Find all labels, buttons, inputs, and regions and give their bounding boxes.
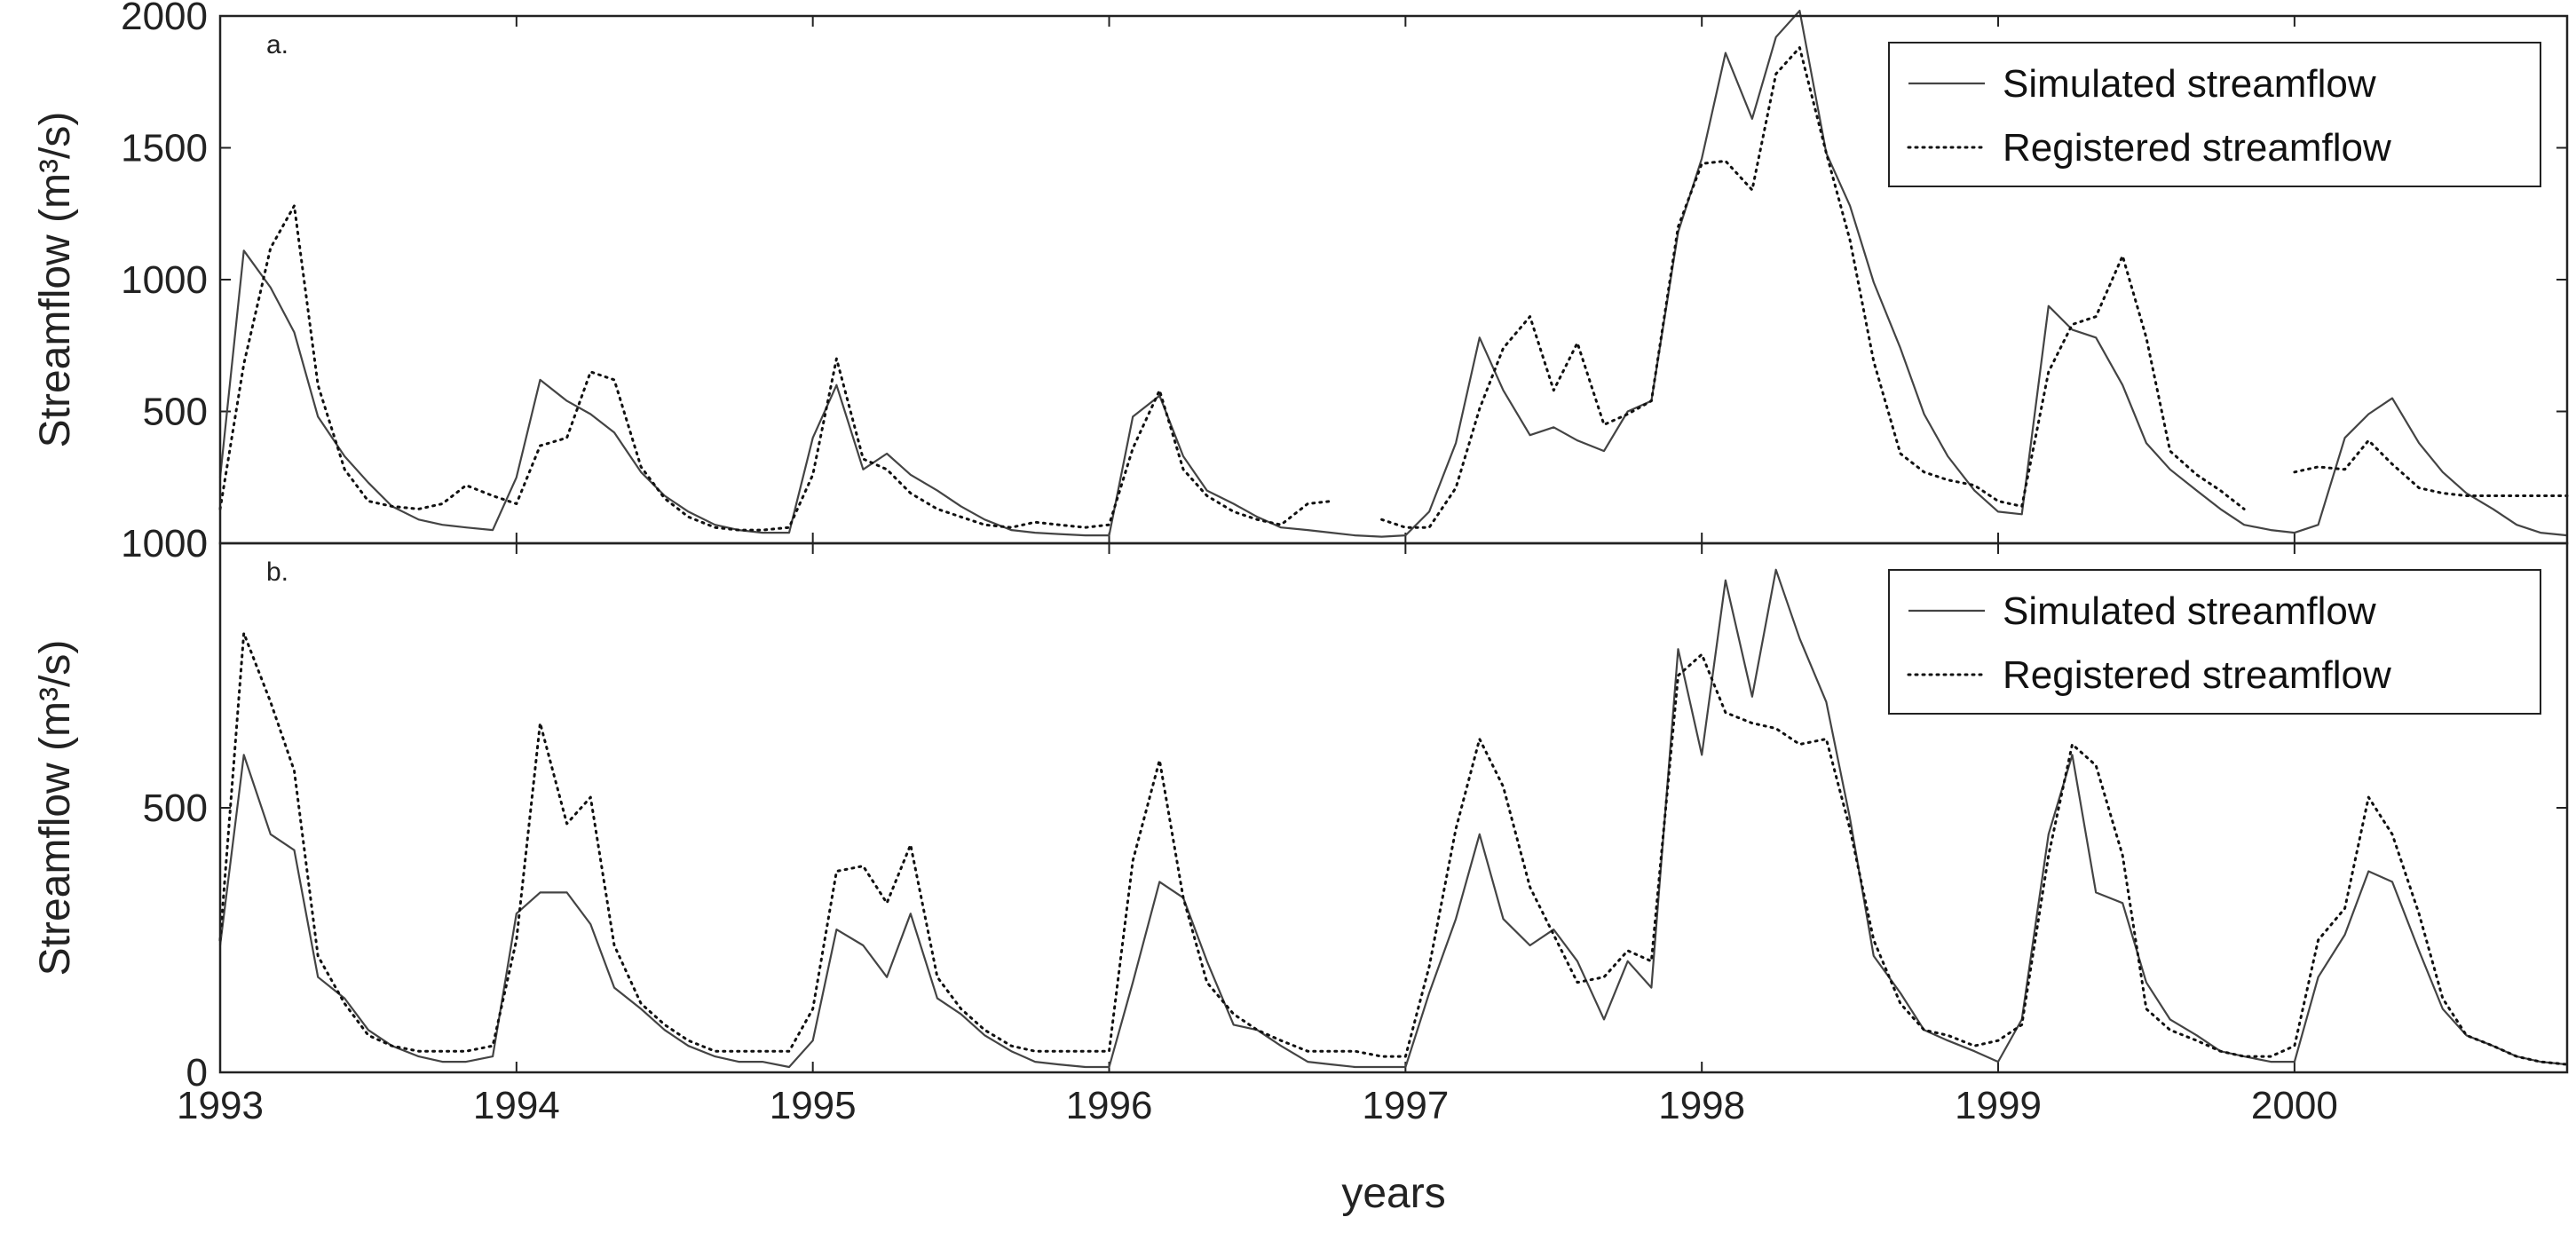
panel-b-label: b. — [266, 557, 288, 587]
panel-b: 0 500 1000 1993 1994 1995 1996 1997 1998 1999 2000… — [32, 522, 2569, 1217]
panel-a-legend-label-simulated: Simulated streamflow — [2003, 62, 2376, 106]
registered-streamflow-line — [218, 46, 2569, 532]
y-tick-label: 500 — [143, 391, 208, 434]
x-tick-label: 1999 — [1955, 1084, 2042, 1127]
y-tick-label: 1000 — [121, 522, 208, 565]
panel-a-ticks: 0 500 1000 1500 2000 — [121, 0, 2567, 565]
panel-a-series — [218, 10, 2569, 538]
panel-a-y-axis-label: Streamflow (m³/s) — [32, 112, 79, 448]
panel-a: 0 500 1000 1500 2000 a. Streamflow (m³/s) Si… — [32, 0, 2569, 565]
panel-b-legend-label-simulated: Simulated streamflow — [2003, 589, 2376, 633]
y-tick-label: 2000 — [121, 0, 208, 38]
panel-a-legend-box — [1888, 42, 2541, 187]
panel-a-legend: Simulated streamflow Registered streamfl… — [1888, 42, 2541, 187]
panel-b-frame — [218, 541, 2569, 1074]
x-tick-label: 1997 — [1362, 1084, 1449, 1127]
panel-b-y-axis-label: Streamflow (m³/s) — [32, 640, 79, 976]
registered-streamflow-line — [218, 631, 2569, 1066]
x-tick-label: 1995 — [770, 1084, 857, 1127]
panel-a-legend-label-registered: Registered streamflow — [2003, 126, 2391, 170]
x-tick-label: 1994 — [473, 1084, 560, 1127]
panel-b-legend: Simulated streamflow Registered streamfl… — [1888, 569, 2541, 715]
simulated-streamflow-line — [218, 568, 2568, 1069]
y-tick-label: 0 — [186, 522, 208, 565]
x-axis-label: years — [1341, 1170, 1445, 1217]
x-tick-label: 1993 — [177, 1084, 264, 1127]
y-tick-label: 500 — [143, 786, 208, 830]
panel-b-legend-label-registered: Registered streamflow — [2003, 653, 2391, 697]
y-tick-label: 0 — [186, 1051, 208, 1095]
x-tick-label: 1996 — [1066, 1084, 1153, 1127]
x-tick-label: 1998 — [1658, 1084, 1745, 1127]
y-tick-label: 1500 — [121, 127, 208, 170]
y-tick-label: 1000 — [121, 258, 208, 302]
panel-b-legend-box — [1888, 569, 2541, 715]
panel-a-label: a. — [266, 30, 288, 59]
x-tick-label: 2000 — [2251, 1084, 2338, 1127]
simulated-streamflow-line — [218, 10, 2568, 538]
panel-b-series — [218, 568, 2569, 1069]
panel-b-ticks: 0 500 1000 1993 1994 1995 1996 1997 1998 1999 2000 — [121, 522, 2567, 1127]
